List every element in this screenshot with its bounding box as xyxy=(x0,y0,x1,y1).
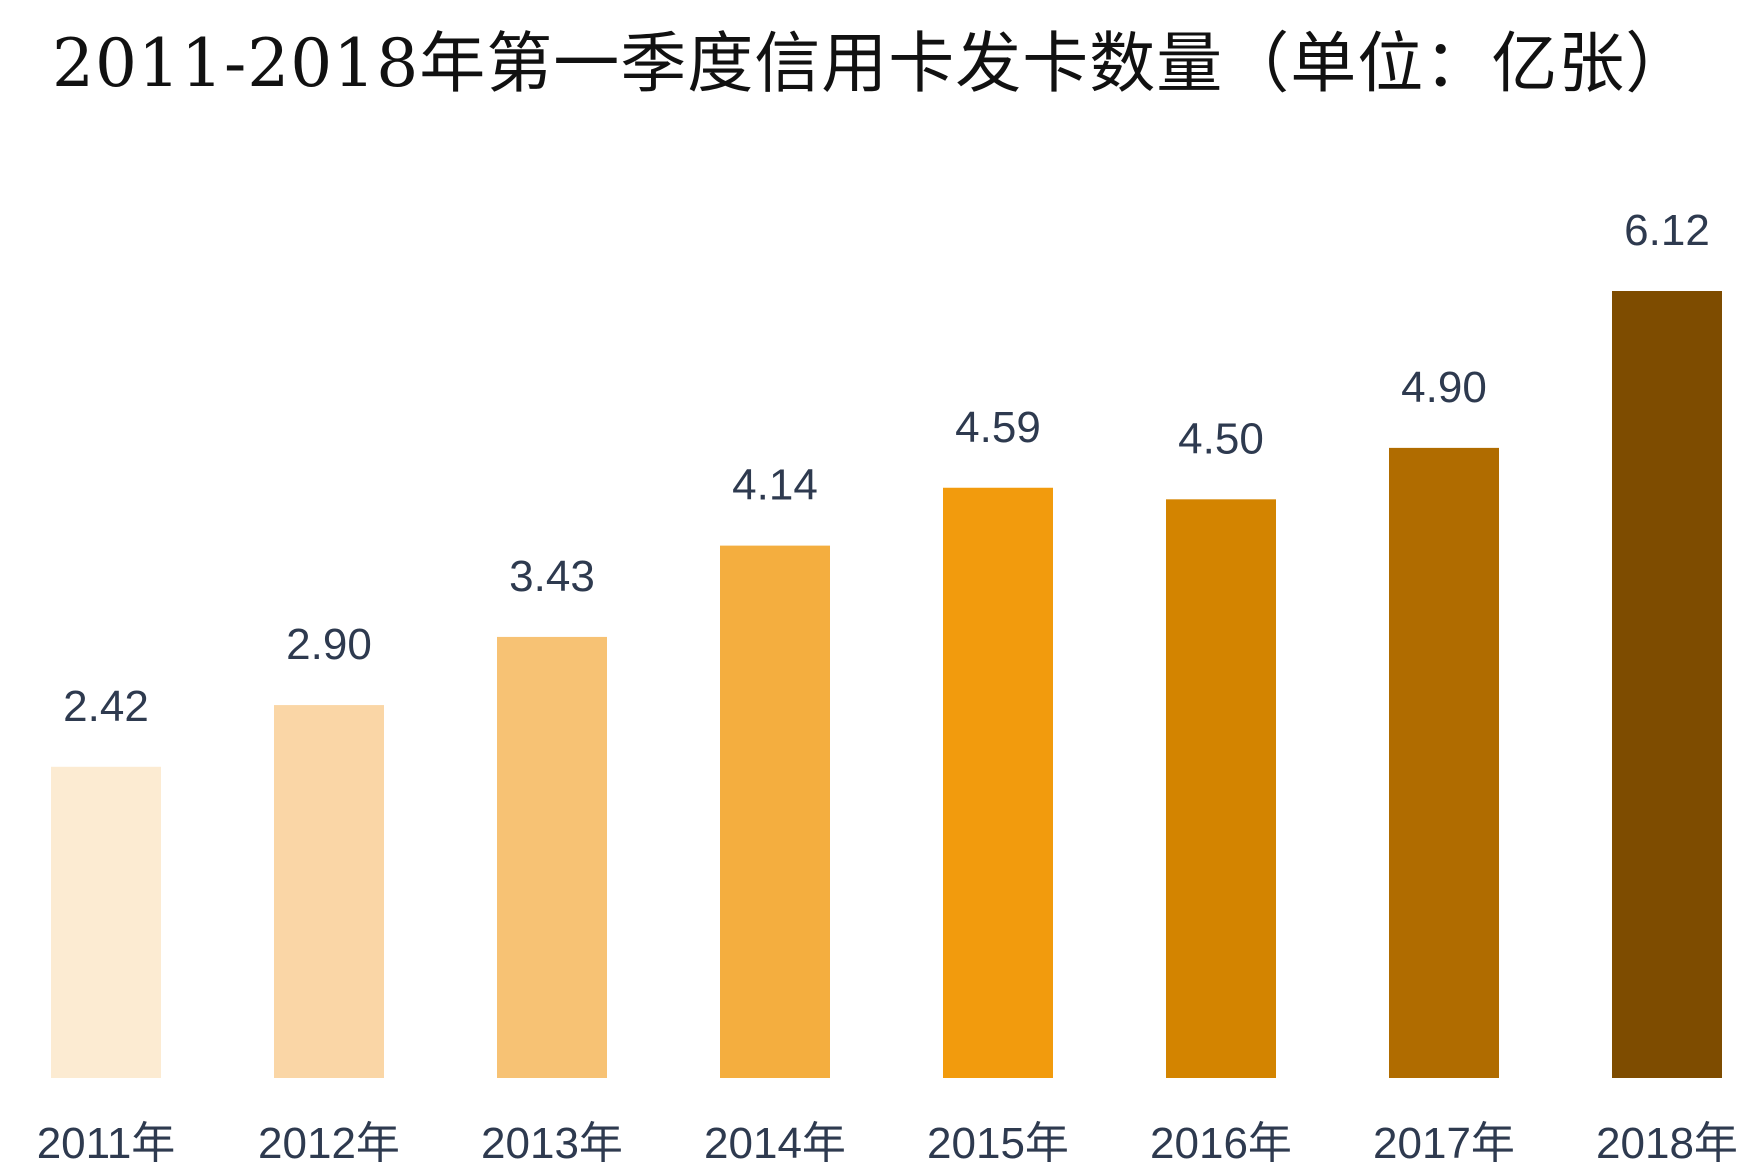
category-labels-group: 2011年 2012年 2013年 2014年 2015年 2016年 2017年 2018年 xyxy=(37,1119,1738,1168)
value-label-2: 3.43 xyxy=(509,552,595,601)
category-label-5: 2016年 xyxy=(1150,1119,1292,1168)
value-label-6: 4.90 xyxy=(1401,363,1487,412)
value-label-0: 2.42 xyxy=(63,682,149,731)
bar-6 xyxy=(1389,447,1499,1078)
value-label-4: 4.59 xyxy=(955,403,1041,452)
chart-title: 2011-2018年第一季度信用卡发卡数量（单位：亿张） xyxy=(52,25,1693,102)
bar-0 xyxy=(51,766,161,1078)
bar-2 xyxy=(497,636,607,1078)
bar-5 xyxy=(1166,499,1276,1079)
value-label-5: 4.50 xyxy=(1178,414,1264,463)
category-label-1: 2012年 xyxy=(258,1119,400,1168)
bar-4 xyxy=(943,487,1053,1078)
value-label-1: 2.90 xyxy=(286,620,372,669)
value-label-3: 4.14 xyxy=(732,461,818,510)
bar-1 xyxy=(274,705,384,1078)
category-label-7: 2018年 xyxy=(1596,1119,1738,1168)
category-label-0: 2011年 xyxy=(37,1119,176,1168)
category-label-3: 2014年 xyxy=(704,1119,846,1168)
bars-group xyxy=(51,291,1722,1079)
value-label-7: 6.12 xyxy=(1624,206,1710,255)
category-label-2: 2013年 xyxy=(481,1119,623,1168)
value-labels-group: 2.42 2.90 3.43 4.14 4.59 4.50 4.90 6.12 xyxy=(63,206,1710,731)
category-label-6: 2017年 xyxy=(1373,1119,1515,1168)
bar-3 xyxy=(720,545,830,1078)
bar-7 xyxy=(1612,291,1722,1078)
category-label-4: 2015年 xyxy=(927,1119,1069,1168)
